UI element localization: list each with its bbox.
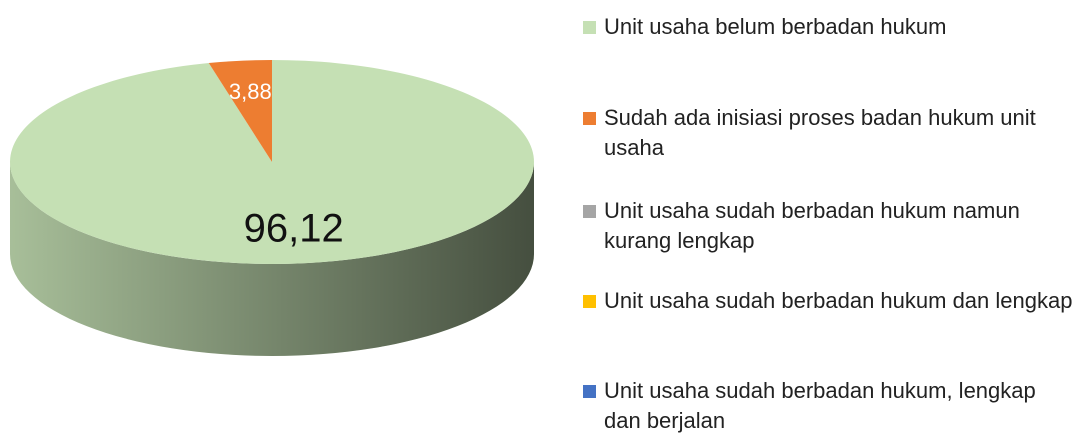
legend-label: Unit usaha sudah berbadan hukum namun ku… bbox=[604, 198, 1020, 253]
legend-item: Unit usaha sudah berbadan hukum, lengkap… bbox=[583, 376, 1078, 436]
legend-item: Sudah ada inisiasi proses badan hukum un… bbox=[583, 103, 1078, 163]
legend: Unit usaha belum berbadan hukum Sudah ada… bbox=[583, 0, 1078, 436]
legend-swatch bbox=[583, 295, 596, 308]
chart: 96,12 3,88 bbox=[10, 60, 535, 356]
legend-swatch bbox=[583, 205, 596, 218]
data-label: 96,12 bbox=[244, 206, 344, 250]
slice-side-shade bbox=[10, 162, 534, 356]
legend-label: Sudah ada inisiasi proses badan hukum un… bbox=[604, 105, 1036, 160]
legend-item: Unit usaha belum berbadan hukum bbox=[583, 12, 1078, 42]
slice bbox=[208, 60, 272, 162]
legend-swatch bbox=[583, 21, 596, 34]
data-label: 3,88 bbox=[229, 79, 272, 104]
legend-swatch bbox=[583, 112, 596, 125]
legend-label: Unit usaha sudah berbadan hukum, lengkap… bbox=[604, 378, 1036, 433]
legend-label: Unit usaha belum berbadan hukum bbox=[604, 14, 947, 39]
legend-label: Unit usaha sudah berbadan hukum dan leng… bbox=[604, 288, 1073, 313]
legend-swatch bbox=[583, 385, 596, 398]
legend-item: Unit usaha sudah berbadan hukum namun ku… bbox=[583, 196, 1078, 256]
slice bbox=[10, 60, 535, 265]
legend-item: Unit usaha sudah berbadan hukum dan leng… bbox=[583, 286, 1078, 316]
